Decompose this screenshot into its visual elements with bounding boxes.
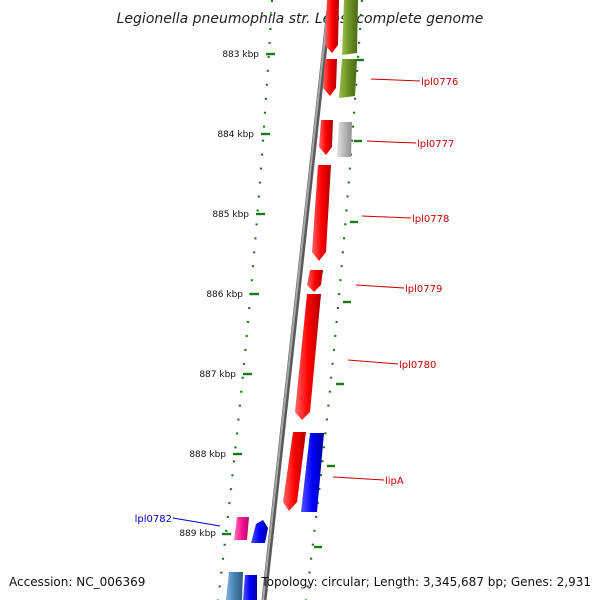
ruler-label: 883 kbp <box>222 50 259 60</box>
gene-label[interactable]: lpl0778 <box>412 214 449 225</box>
topology-text: Topology: circular; Length: 3,345,687 bp… <box>260 575 591 589</box>
ruler-label: 886 kbp <box>206 290 243 300</box>
gene-features-left[interactable] <box>226 517 249 600</box>
gene-label[interactable]: lpl0777 <box>417 139 454 150</box>
ruler-left-dotted-line <box>216 0 274 600</box>
ruler-label: 889 kbp <box>179 529 216 539</box>
ruler-major-ticks <box>222 52 364 549</box>
gene-arrow[interactable] <box>337 122 352 157</box>
gene-leader-lines <box>172 78 421 527</box>
gene-label[interactable]: lipA <box>385 476 404 487</box>
gene-arrow[interactable] <box>234 517 249 540</box>
gene-labels: lpl0776 lpl0777 lpl0778 lpl0779 lpl0780 … <box>135 77 459 525</box>
gene-arrow[interactable] <box>339 59 357 98</box>
gene-features-outer[interactable] <box>243 0 358 600</box>
ruler-label: 888 kbp <box>189 450 226 460</box>
gene-arrow[interactable] <box>342 0 358 55</box>
gene-arrow[interactable] <box>251 520 268 543</box>
gene-arrow[interactable] <box>283 432 306 511</box>
gene-label[interactable]: lpl0780 <box>399 360 436 371</box>
gene-arrow[interactable] <box>295 294 321 420</box>
map-title: Legionella pneumophila str. Lens, comple… <box>117 11 484 27</box>
gene-arrow[interactable] <box>319 120 333 155</box>
ruler-labels: 883 kbp 884 kbp 885 kbp 886 kbp 887 kbp … <box>179 50 259 539</box>
gene-arrow[interactable] <box>226 572 243 600</box>
ruler-label: 885 kbp <box>212 210 249 220</box>
gene-label[interactable]: lpl0782 <box>135 514 172 525</box>
ruler-label: 887 kbp <box>199 370 236 380</box>
gene-arrow[interactable] <box>323 59 337 96</box>
gene-features-red[interactable] <box>283 0 339 511</box>
gene-arrow[interactable] <box>307 270 323 292</box>
accession-text: Accession: NC_006369 <box>9 575 145 589</box>
gene-arrow[interactable] <box>243 575 257 600</box>
gene-label[interactable]: lpl0776 <box>421 77 458 88</box>
genome-backbone <box>261 0 333 600</box>
gene-label[interactable]: lpl0779 <box>405 284 442 295</box>
gene-arrow[interactable] <box>312 165 331 261</box>
gene-arrow[interactable] <box>325 0 339 53</box>
ruler-label: 884 kbp <box>217 130 254 140</box>
gene-arrow[interactable] <box>301 433 324 512</box>
